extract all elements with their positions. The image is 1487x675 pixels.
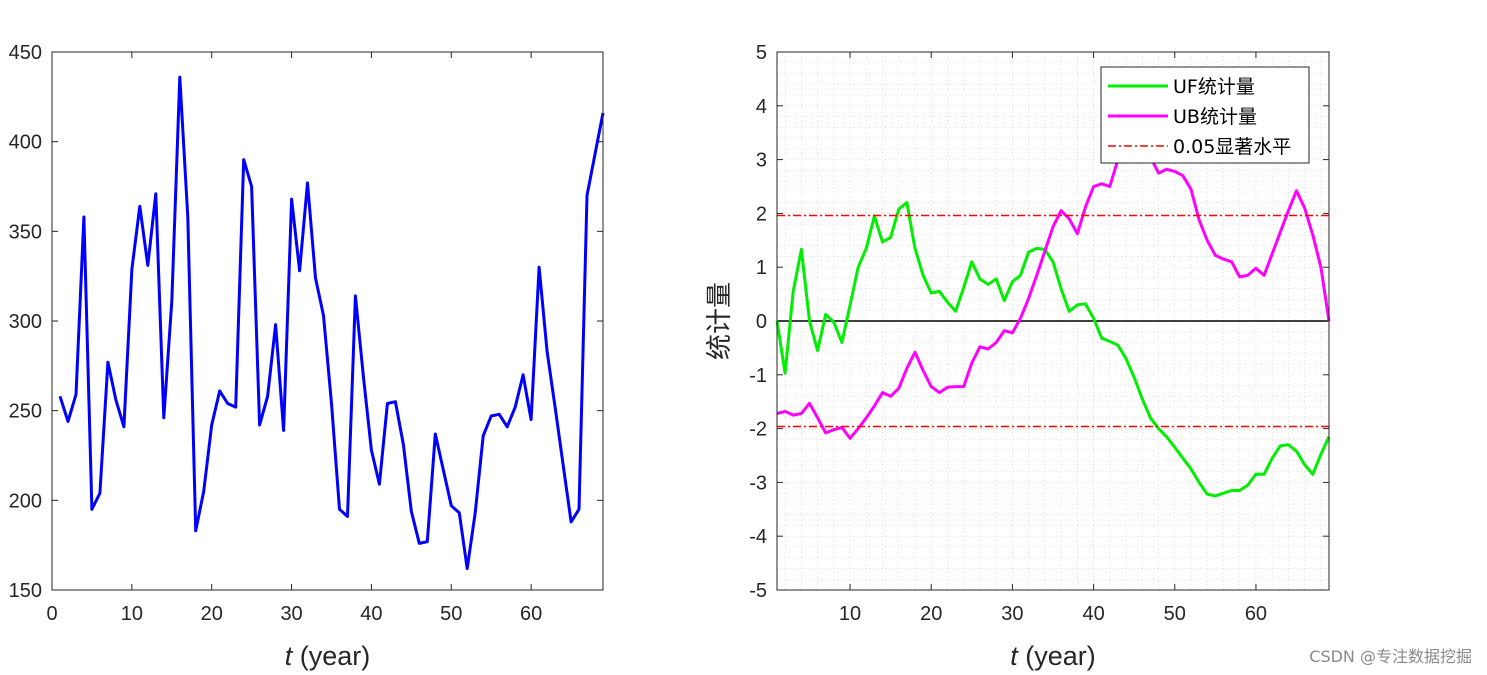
y-tick-label: 3 (756, 150, 767, 172)
x-tick-label: 20 (920, 603, 942, 625)
y-tick-label: 200 (9, 490, 42, 512)
right-tick-labels: 10 20 30 40 50 60 -5 -4 -3 -2 -1 0 1 2 3 4 5 (749, 42, 1267, 625)
y-tick-label: 5 (756, 42, 767, 64)
x-tick-label: 20 (201, 603, 223, 625)
legend: UF统计量 UB统计量 0.05显著水平 (1100, 66, 1310, 164)
watermark: CSDN @专注数据挖掘 (1309, 647, 1472, 666)
y-tick-label: 350 (9, 221, 42, 243)
right-x-axis-label: t (year) (1010, 641, 1096, 671)
y-tick-label: 400 (9, 132, 42, 154)
series-line (775, 201, 1331, 498)
right-tick-marks (777, 51, 1329, 591)
y-tick-label: 1 (756, 257, 767, 279)
x-tick-label: 30 (1001, 603, 1023, 625)
right-x-axis-label-var: t (1010, 641, 1019, 671)
x-tick-label: 10 (121, 603, 143, 625)
y-tick-label: 0 (756, 311, 767, 333)
x-tick-label: 60 (520, 603, 542, 625)
legend-label: UF统计量 (1173, 76, 1255, 98)
series-line (58, 75, 605, 570)
left-axes-box (51, 51, 604, 591)
x-tick-label: 0 (46, 603, 57, 625)
legend-items: UF统计量 UB统计量 0.05显著水平 (1108, 76, 1291, 158)
x-tick-label: 40 (1082, 603, 1104, 625)
legend-box (1100, 66, 1310, 164)
left-series (58, 75, 605, 570)
left-x-axis-label: t (year) (285, 641, 371, 671)
left-tick-labels: 0 10 20 30 40 50 60 150 200 250 300 350 400 450 (9, 42, 543, 625)
right-x-axis-label-unit: (year) (1018, 641, 1096, 671)
y-tick-label: 250 (9, 401, 42, 423)
left-x-axis-label-unit: (year) (292, 641, 370, 671)
x-tick-label: 50 (1164, 603, 1186, 625)
y-tick-label: 450 (9, 42, 42, 64)
legend-label: 0.05显著水平 (1173, 136, 1291, 158)
right-plot: 10 20 30 40 50 60 -5 -4 -3 -2 -1 0 1 2 3 4 5 t (year) 统计… (705, 42, 1331, 671)
left-x-axis-label-var: t (285, 641, 294, 671)
y-tick-label: -5 (749, 580, 767, 602)
legend-label: UB统计量 (1173, 106, 1257, 128)
right-axes-box (776, 51, 1330, 591)
y-tick-label: 150 (9, 580, 42, 602)
y-tick-label: -3 (749, 472, 767, 494)
y-tick-label: -4 (749, 526, 767, 548)
y-tick-label: -2 (749, 419, 767, 441)
series-line (776, 135, 1331, 440)
x-tick-label: 50 (440, 603, 462, 625)
x-tick-label: 40 (360, 603, 382, 625)
y-tick-label: 4 (756, 96, 767, 118)
x-tick-label: 10 (839, 603, 861, 625)
x-tick-label: 60 (1245, 603, 1267, 625)
left-plot: 0 10 20 30 40 50 60 150 200 250 300 350 400 450 t (ye… (9, 42, 605, 671)
y-tick-label: 300 (9, 311, 42, 333)
y-tick-label: -1 (749, 365, 767, 387)
x-tick-label: 30 (280, 603, 302, 625)
left-plot-area (52, 52, 603, 590)
right-series (775, 135, 1331, 498)
y-tick-label: 2 (756, 203, 767, 225)
right-y-axis-label: 统计量 (705, 282, 735, 360)
